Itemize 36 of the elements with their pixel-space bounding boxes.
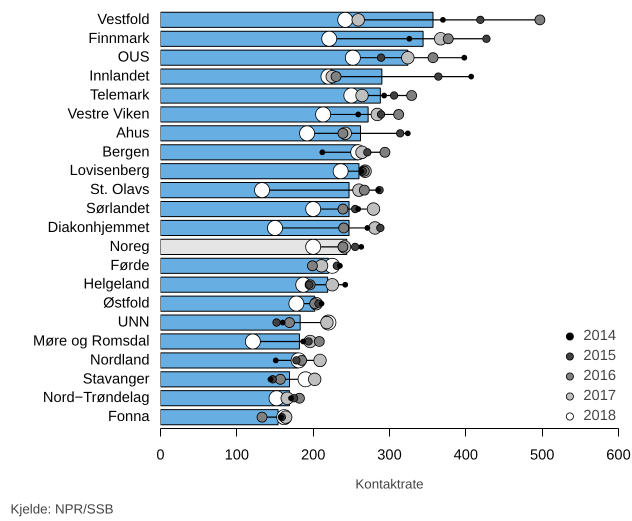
y-tick-label: Helgeland bbox=[83, 276, 150, 293]
y-tick-label: Nordland bbox=[90, 352, 150, 368]
y-tick-label: Sørlandet bbox=[86, 201, 150, 218]
y-tick-label: Lovisenberg bbox=[70, 163, 150, 180]
y-tick-label: Førde bbox=[110, 258, 150, 274]
y-tick-label: Vestre Viken bbox=[67, 106, 150, 122]
x-tick-label: 600 bbox=[606, 448, 631, 464]
legend-label: 2016 bbox=[583, 368, 616, 384]
legend-label: 2017 bbox=[583, 388, 616, 404]
x-tick-label: 100 bbox=[224, 448, 250, 464]
y-tick-label: Østfold bbox=[103, 296, 150, 312]
y-tick-label: UNN bbox=[118, 314, 150, 331]
y-tick-label: Finnmark bbox=[88, 30, 150, 47]
legend-label: 2018 bbox=[583, 408, 616, 424]
x-tick-label: 200 bbox=[300, 448, 326, 464]
x-axis-title: Kontaktrate bbox=[355, 476, 424, 492]
x-tick-label: 400 bbox=[454, 448, 478, 464]
text: Kjelde: NPR/SSB bbox=[10, 502, 114, 516]
y-tick-label: Diakonhjemmet bbox=[48, 220, 150, 236]
y-tick-label: OUS bbox=[118, 50, 150, 66]
y-tick-label: St. Olavs bbox=[90, 182, 150, 198]
y-tick-label: Telemark bbox=[90, 88, 150, 104]
y-tick-label: Stavanger bbox=[82, 371, 150, 388]
y-tick-label: Møre og Romsdal bbox=[33, 333, 150, 350]
x-tick-label: 300 bbox=[377, 448, 402, 464]
x-tick-label: 0 bbox=[156, 448, 165, 464]
legend-label: 2014 bbox=[583, 328, 616, 344]
x-tick-label: 500 bbox=[530, 448, 554, 464]
legend-label: 2015 bbox=[583, 348, 616, 364]
y-tick-label: Fonna bbox=[108, 409, 150, 426]
y-tick-label: Ahus bbox=[116, 125, 150, 142]
y-tick-label: Bergen bbox=[102, 144, 150, 160]
y-tick-label: Nord−Trøndelag bbox=[42, 390, 150, 406]
y-tick-label: Noreg bbox=[110, 238, 150, 255]
y-tick-label: Vestfold bbox=[97, 12, 150, 28]
y-tick-label: Innlandet bbox=[89, 68, 150, 85]
